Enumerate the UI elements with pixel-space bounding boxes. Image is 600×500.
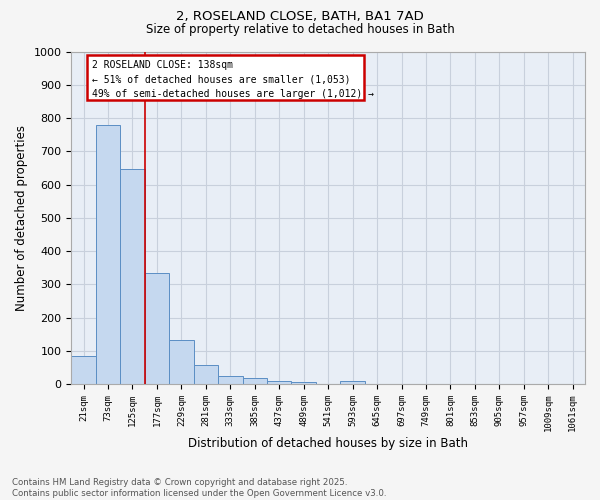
Bar [292, 382, 316, 384]
FancyBboxPatch shape [86, 55, 364, 100]
Bar [96, 124, 120, 384]
Bar [169, 340, 194, 384]
Text: 2 ROSELAND CLOSE: 138sqm
← 51% of detached houses are smaller (1,053)
49% of sem: 2 ROSELAND CLOSE: 138sqm ← 51% of detach… [92, 60, 374, 100]
Bar [242, 378, 267, 384]
Bar [120, 168, 145, 384]
Bar [194, 365, 218, 384]
Y-axis label: Number of detached properties: Number of detached properties [15, 125, 28, 311]
Bar [267, 381, 292, 384]
Bar [145, 272, 169, 384]
Bar [340, 381, 365, 384]
Text: Size of property relative to detached houses in Bath: Size of property relative to detached ho… [146, 22, 454, 36]
Text: Contains HM Land Registry data © Crown copyright and database right 2025.
Contai: Contains HM Land Registry data © Crown c… [12, 478, 386, 498]
Text: 2, ROSELAND CLOSE, BATH, BA1 7AD: 2, ROSELAND CLOSE, BATH, BA1 7AD [176, 10, 424, 23]
X-axis label: Distribution of detached houses by size in Bath: Distribution of detached houses by size … [188, 437, 468, 450]
Bar [71, 356, 96, 384]
Bar [218, 376, 242, 384]
